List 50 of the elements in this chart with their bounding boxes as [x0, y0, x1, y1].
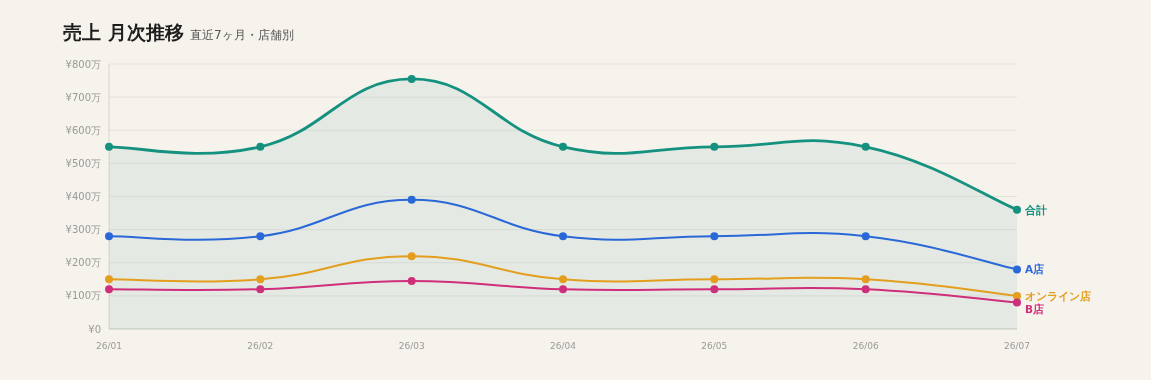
point	[256, 285, 265, 294]
point	[407, 195, 416, 204]
y-tick-label: ¥100万	[65, 290, 101, 302]
point	[105, 142, 113, 151]
point	[1013, 291, 1021, 300]
point	[559, 285, 567, 294]
y-tick-label: ¥300万	[65, 224, 101, 236]
point	[256, 142, 265, 151]
chart-subtitle: 直近7ヶ月・店舗別	[190, 28, 294, 42]
y-tick-label: ¥400万	[65, 191, 101, 202]
x-tick-label: 26/04	[550, 341, 577, 351]
point	[1013, 298, 1021, 307]
point	[710, 275, 719, 284]
y-tick-label: ¥0	[88, 323, 101, 335]
point	[407, 252, 416, 261]
series-label: 合計	[1024, 203, 1047, 216]
series-label: A店	[1025, 263, 1045, 276]
point	[407, 276, 416, 285]
y-tick-label: ¥500万	[65, 157, 101, 169]
x-tick-label: 26/03	[398, 341, 425, 351]
point	[559, 232, 567, 241]
point	[1013, 265, 1021, 274]
x-tick-label: 26/06	[852, 341, 879, 351]
point	[256, 232, 265, 241]
y-tick-label: ¥200万	[65, 257, 101, 269]
point	[861, 142, 870, 151]
point	[559, 275, 567, 284]
point	[559, 142, 567, 151]
x-tick-label: 26/01	[96, 341, 122, 351]
y-tick-label: ¥600万	[65, 124, 101, 136]
y-tick-label: ¥800万	[65, 58, 101, 70]
point	[710, 285, 719, 294]
point	[861, 232, 870, 241]
series-label: オンライン店	[1025, 289, 1091, 302]
x-tick-label: 26/07	[1004, 341, 1030, 351]
point	[1013, 205, 1021, 214]
point	[105, 285, 113, 294]
point	[105, 232, 113, 241]
series-label: B店	[1025, 302, 1045, 315]
point	[710, 142, 719, 151]
point	[105, 275, 113, 284]
x-tick-label: 26/05	[701, 341, 728, 351]
x-tick-label: 26/02	[247, 341, 274, 351]
chart-title: 売上 月次推移	[63, 21, 184, 43]
point	[710, 232, 719, 241]
point	[861, 285, 870, 294]
y-tick-label: ¥700万	[65, 91, 101, 103]
point	[407, 74, 416, 83]
point	[861, 275, 870, 284]
point	[256, 275, 265, 284]
